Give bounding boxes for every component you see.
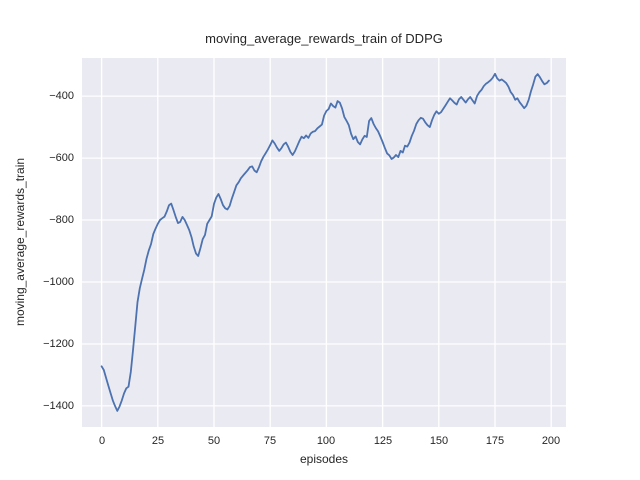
x-tick-label: 150 [429, 435, 449, 447]
x-tick-label: 125 [373, 435, 393, 447]
x-tick-label: 100 [316, 435, 336, 447]
x-tick-label: 75 [263, 435, 277, 447]
y-tick-label: −1000 [43, 276, 74, 288]
x-tick-label: 50 [207, 435, 221, 447]
x-axis-label: episodes [299, 452, 349, 466]
x-tick-label: 200 [541, 435, 561, 447]
x-tick-label: 25 [151, 435, 165, 447]
line-chart [82, 58, 566, 427]
x-tick-label: 175 [485, 435, 505, 447]
plot-area [82, 58, 566, 427]
y-axis-label: moving_average_rewards_train [13, 157, 27, 327]
series-line [100, 72, 550, 412]
y-tick-label: −600 [49, 152, 74, 164]
y-tick-label: −1200 [43, 338, 74, 350]
y-tick-label: −400 [49, 90, 74, 102]
y-tick-label: −800 [49, 214, 74, 226]
chart-title: moving_average_rewards_train of DDPG [205, 31, 443, 46]
x-tick-label: 0 [98, 435, 106, 447]
y-tick-label: −1400 [43, 400, 74, 412]
